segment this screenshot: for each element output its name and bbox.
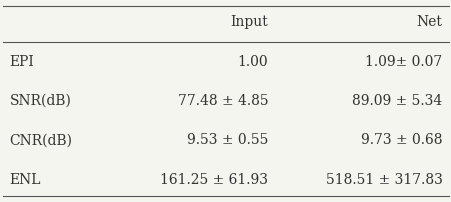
Text: 1.09± 0.07: 1.09± 0.07: [364, 55, 442, 69]
Text: 9.73 ± 0.68: 9.73 ± 0.68: [360, 133, 442, 147]
Text: ENL: ENL: [9, 173, 41, 187]
Text: 9.53 ± 0.55: 9.53 ± 0.55: [187, 133, 268, 147]
Text: 518.51 ± 317.83: 518.51 ± 317.83: [325, 173, 442, 187]
Text: EPI: EPI: [9, 55, 34, 69]
Text: SNR(dB): SNR(dB): [9, 94, 71, 108]
Text: 161.25 ± 61.93: 161.25 ± 61.93: [160, 173, 268, 187]
Text: 1.00: 1.00: [237, 55, 268, 69]
Text: 77.48 ± 4.85: 77.48 ± 4.85: [177, 94, 268, 108]
Text: CNR(dB): CNR(dB): [9, 133, 72, 147]
Text: 89.09 ± 5.34: 89.09 ± 5.34: [351, 94, 442, 108]
Text: Input: Input: [230, 15, 268, 29]
Text: Net: Net: [416, 15, 442, 29]
